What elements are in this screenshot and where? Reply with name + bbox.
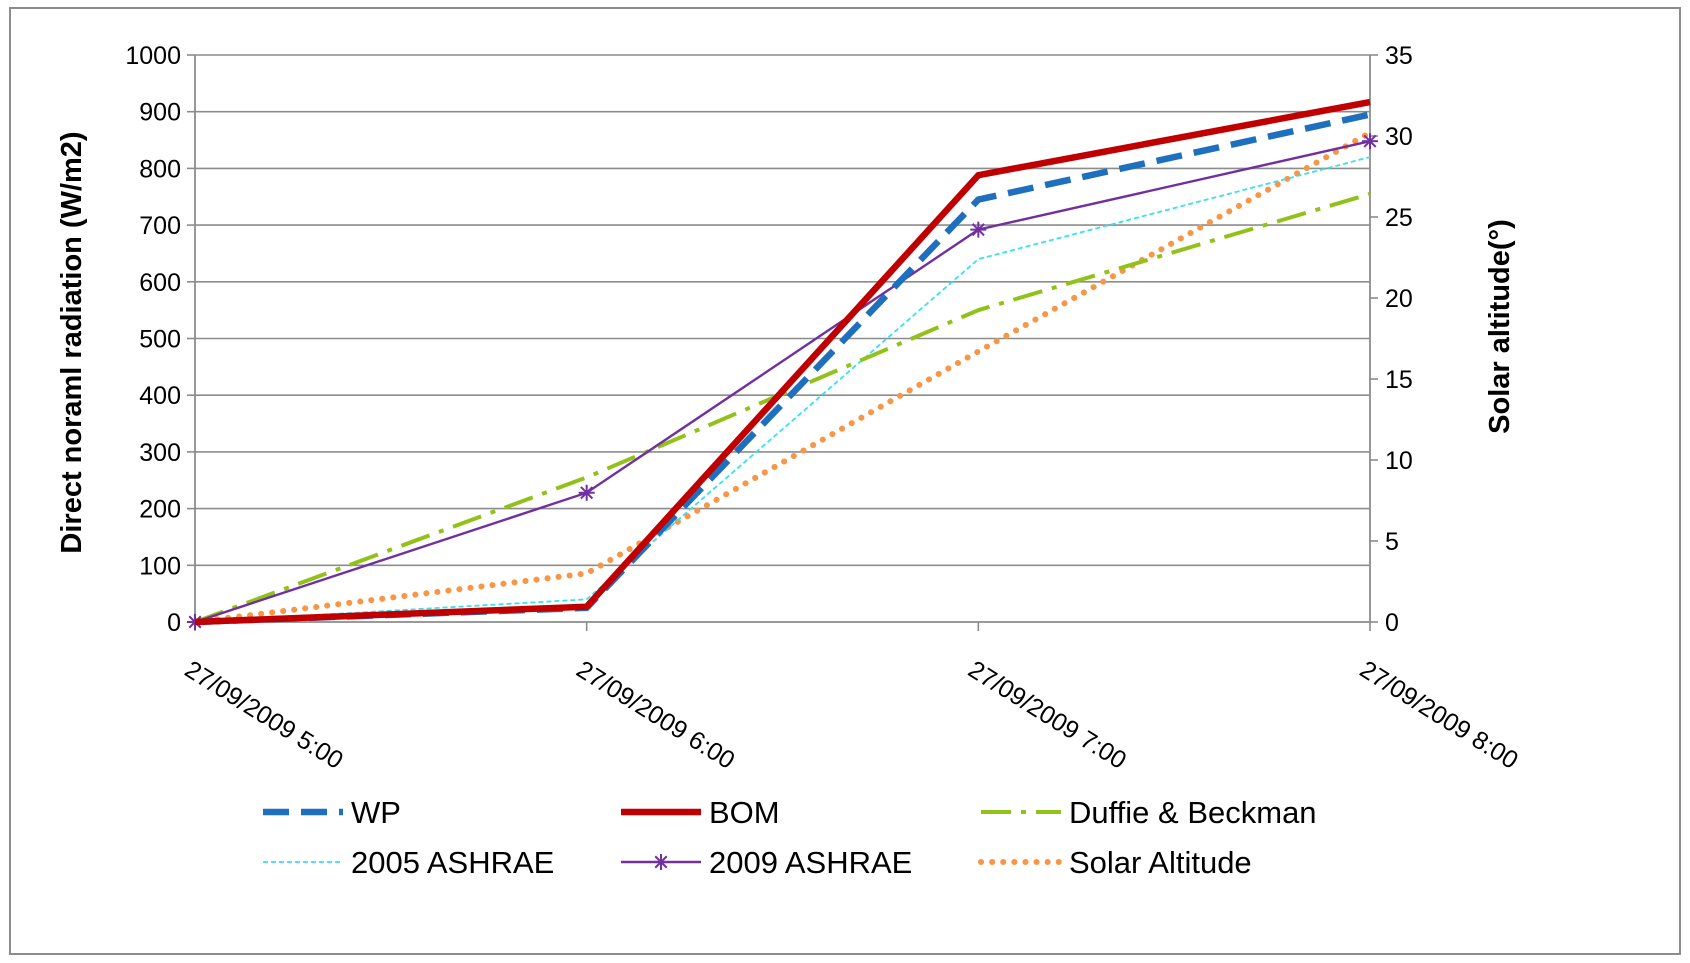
legend-label: 2009 ASHRAE <box>709 845 912 880</box>
y2-axis-label: Solar altitude(°) <box>1484 219 1516 434</box>
y2-tick-label: 35 <box>1385 42 1413 70</box>
y2-tick-label: 5 <box>1385 528 1399 556</box>
series-line <box>194 98 1371 626</box>
legend-item: BOM <box>621 795 780 830</box>
x-tick-label: 27/09/2009 8:00 <box>1355 655 1523 775</box>
series-line <box>194 140 1371 624</box>
y2-tick-label: 15 <box>1385 366 1413 394</box>
marker-stroke <box>971 223 985 237</box>
y-tick-label: 400 <box>139 382 181 410</box>
y-tick-label: 1000 <box>125 42 181 70</box>
tick-labels: 0 100 200 300 400 500 600 700 800 900 1000 0 5 10 15 20… <box>125 42 1523 775</box>
series-2009-ashrae <box>187 133 1378 630</box>
series-bom <box>194 98 1371 626</box>
axes <box>187 54 1378 631</box>
data-point-marker <box>970 221 987 238</box>
series-line <box>194 156 1371 623</box>
y-tick-label: 600 <box>139 269 181 297</box>
legend-item: 2005 ASHRAE <box>263 845 554 880</box>
gridlines <box>195 54 1370 567</box>
y-tick-label: 100 <box>139 552 181 580</box>
x-tick-label: 27/09/2009 5:00 <box>180 655 348 775</box>
series-lines <box>187 98 1378 630</box>
series-line <box>194 111 1371 626</box>
legend: WP BOM Duffie & Beckman 2005 ASHRAE 2009 ASH… <box>263 795 1317 880</box>
legend-label: Solar Altitude <box>1069 845 1252 880</box>
y2-tick-label: 25 <box>1385 204 1413 232</box>
y2-tick-label: 10 <box>1385 447 1413 475</box>
marker-stroke <box>1363 134 1377 148</box>
y-tick-label: 900 <box>139 99 181 127</box>
legend-label: BOM <box>709 795 780 830</box>
y-axis-label: Direct noraml radiation (W/m2) <box>56 131 88 553</box>
line-chart: 0 100 200 300 400 500 600 700 800 900 1000 0 5 10 15 20… <box>56 42 1523 880</box>
y-tick-label: 700 <box>139 212 181 240</box>
series-wp <box>194 111 1371 626</box>
data-point-marker <box>653 854 669 870</box>
data-point-marker <box>578 484 595 501</box>
y2-tick-label: 0 <box>1385 609 1399 637</box>
x-tick-label: 27/09/2009 7:00 <box>963 655 1131 775</box>
y-tick-label: 0 <box>167 609 181 637</box>
y2-tick-label: 30 <box>1385 123 1413 151</box>
legend-item: WP <box>263 795 401 830</box>
y-tick-label: 300 <box>139 439 181 467</box>
chart-frame: 0 100 200 300 400 500 600 700 800 900 1000 0 5 10 15 20… <box>9 7 1681 955</box>
y-tick-label: 500 <box>139 326 181 354</box>
y-tick-label: 200 <box>139 496 181 524</box>
legend-item: Solar Altitude <box>978 845 1252 880</box>
data-point-marker <box>1362 133 1378 150</box>
marker-stroke <box>654 855 668 869</box>
legend-label: Duffie & Beckman <box>1069 795 1317 830</box>
y-tick-label: 800 <box>139 155 181 183</box>
y2-tick-label: 20 <box>1385 285 1413 313</box>
legend-item: Duffie & Beckman <box>981 795 1317 830</box>
marker-stroke <box>580 486 594 500</box>
x-tick-label: 27/09/2009 6:00 <box>571 655 739 775</box>
series-line <box>192 129 1373 625</box>
legend-label: 2005 ASHRAE <box>351 845 554 880</box>
legend-label: WP <box>351 795 401 830</box>
series-solar-altitude <box>192 129 1373 625</box>
legend-item: 2009 ASHRAE <box>621 845 912 880</box>
